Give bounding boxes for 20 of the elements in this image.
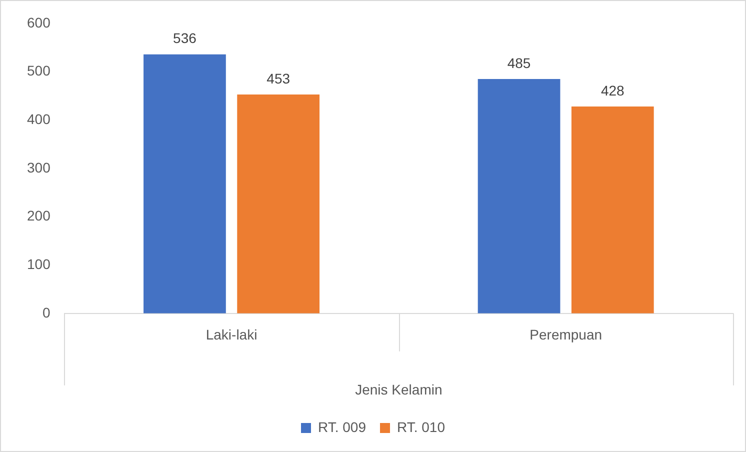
data-label: 453 — [266, 70, 290, 86]
legend-label: RT. 010 — [397, 418, 446, 435]
x-tick-label: Perempuan — [530, 326, 602, 343]
x-tick-label: Laki-laki — [206, 326, 258, 343]
bar — [478, 78, 560, 314]
data-label: 428 — [600, 82, 625, 98]
bar — [237, 94, 320, 314]
y-tick-label: 600 — [27, 14, 51, 30]
bar — [571, 106, 654, 314]
y-tick-label: 100 — [27, 256, 51, 272]
y-tick-label: 500 — [27, 62, 51, 79]
x-axis-title: Jenis Kelamin — [355, 381, 442, 398]
data-label: 485 — [507, 54, 531, 71]
y-tick-label: 400 — [27, 110, 51, 127]
bar — [144, 54, 226, 314]
legend-label: RT. 009 — [318, 418, 366, 435]
y-tick-label: 0 — [42, 304, 51, 320]
data-label: 536 — [173, 30, 197, 46]
y-tick-label: 200 — [27, 208, 51, 224]
y-tick-label: 300 — [27, 159, 51, 176]
